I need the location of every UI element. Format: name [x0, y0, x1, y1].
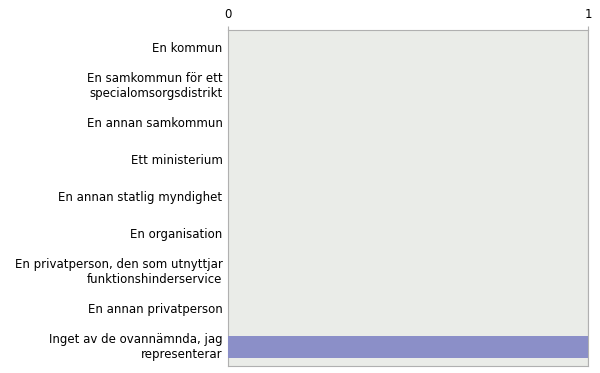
- Bar: [228, 336, 588, 358]
